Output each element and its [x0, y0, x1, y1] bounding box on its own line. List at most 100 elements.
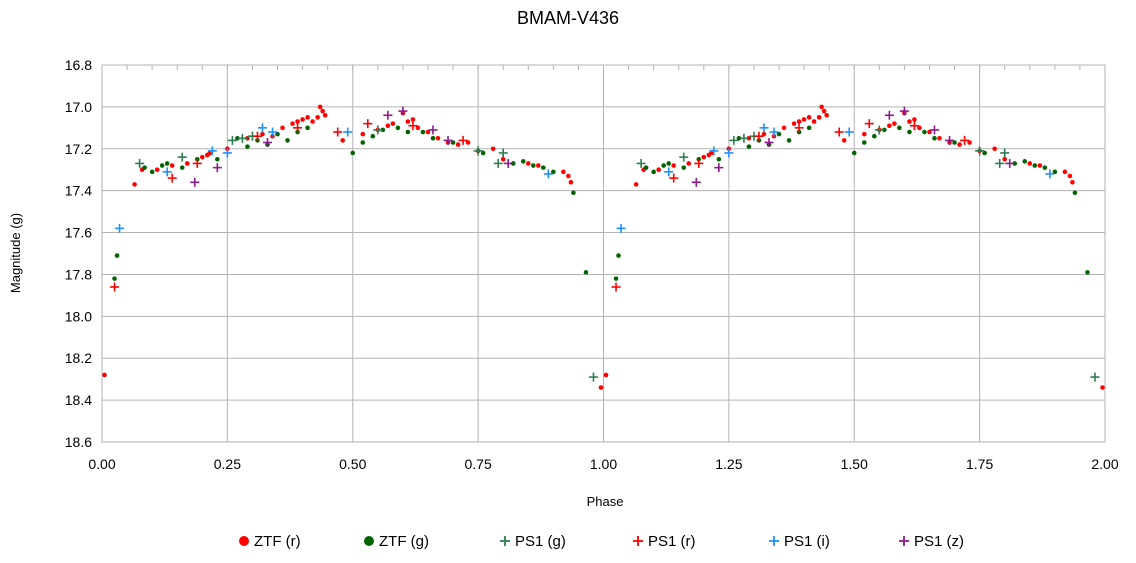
x-tick-label: 2.00: [1091, 456, 1118, 472]
data-point: [588, 372, 598, 382]
legend-item: PS1 (r): [633, 533, 696, 550]
data-point: [425, 129, 431, 135]
chart-title: BMAM-V436: [517, 8, 619, 28]
data-point: [215, 156, 220, 162]
data-point: [480, 150, 486, 156]
legend-label: PS1 (i): [784, 533, 830, 550]
data-point: [295, 119, 300, 124]
data-point: [257, 123, 267, 133]
data-point: [907, 119, 912, 124]
data-point: [669, 173, 679, 183]
data-point: [443, 135, 453, 145]
data-point: [769, 127, 779, 137]
data-point: [957, 142, 962, 147]
data-point: [754, 131, 764, 141]
data-point: [761, 131, 767, 137]
data-point: [360, 131, 366, 137]
data-point: [410, 117, 416, 122]
data-point: [1072, 190, 1078, 196]
data-point: [305, 115, 310, 120]
data-point: [350, 150, 356, 156]
data-point: [162, 167, 172, 177]
data-point: [465, 140, 471, 145]
x-tick-label: 0.00: [88, 456, 115, 472]
data-point: [709, 146, 719, 156]
data-point: [164, 161, 170, 166]
minor-ticks: [101, 65, 1106, 70]
data-point: [844, 127, 854, 137]
data-point: [1027, 161, 1033, 166]
data-point: [834, 127, 844, 137]
data-point: [884, 110, 894, 120]
data-point: [385, 123, 391, 129]
data-point: [841, 138, 847, 143]
data-point: [922, 129, 927, 135]
data-point: [796, 119, 802, 124]
data-point: [395, 125, 401, 131]
data-point: [851, 150, 857, 156]
data-point: [450, 140, 456, 145]
data-point: [874, 125, 884, 135]
data-point: [227, 135, 237, 145]
data-point: [252, 131, 262, 141]
data-point: [408, 121, 418, 131]
data-point: [571, 190, 576, 196]
data-point: [759, 123, 769, 133]
data-point: [811, 119, 817, 124]
x-tick-label: 1.75: [966, 456, 993, 472]
data-point: [746, 144, 752, 149]
x-tick-label: 0.25: [214, 456, 241, 472]
legend-swatch: [899, 536, 909, 546]
legend-item: ZTF (g): [364, 533, 429, 550]
data-point: [398, 106, 408, 116]
data-point: [530, 163, 536, 168]
data-point: [661, 163, 666, 168]
data-point: [473, 146, 483, 156]
data-point: [363, 119, 373, 129]
data-point: [633, 182, 639, 187]
data-point: [794, 123, 804, 133]
series-ztf-g: [112, 125, 1090, 281]
data-point: [543, 169, 553, 179]
data-point: [709, 150, 714, 156]
data-point: [455, 142, 461, 147]
data-point: [806, 125, 812, 131]
data-point: [899, 106, 909, 116]
data-point: [917, 125, 922, 131]
data-point: [691, 177, 701, 187]
data-point: [666, 161, 671, 166]
data-point: [1067, 173, 1073, 179]
data-point: [1070, 179, 1075, 185]
data-point: [458, 135, 468, 145]
x-tick-label: 0.50: [339, 456, 366, 472]
y-tick-label: 17.0: [65, 99, 92, 115]
data-point: [132, 182, 137, 187]
data-point: [791, 121, 797, 126]
data-point: [566, 173, 571, 179]
data-point: [598, 385, 604, 390]
data-point: [317, 104, 323, 110]
data-point: [960, 135, 970, 145]
data-point: [305, 125, 310, 131]
data-point: [686, 161, 692, 166]
data-point: [937, 136, 942, 141]
legend-swatch: [500, 536, 510, 546]
data-point: [671, 163, 677, 168]
data-point: [212, 163, 222, 173]
series-ps1-i: [115, 123, 1055, 233]
y-tick-label: 17.2: [65, 141, 92, 157]
legend-swatch: [769, 536, 779, 546]
data-point: [114, 253, 120, 258]
data-point: [237, 133, 247, 143]
series-ps1-g: [135, 125, 1100, 382]
legend-swatch: [364, 536, 374, 546]
data-point: [701, 154, 707, 160]
data-point: [872, 133, 877, 139]
data-point: [207, 150, 213, 156]
data-point: [370, 133, 376, 139]
data-point: [982, 150, 987, 156]
data-point: [824, 112, 829, 118]
data-point: [724, 148, 734, 158]
data-point: [112, 276, 117, 281]
data-point: [907, 129, 912, 135]
